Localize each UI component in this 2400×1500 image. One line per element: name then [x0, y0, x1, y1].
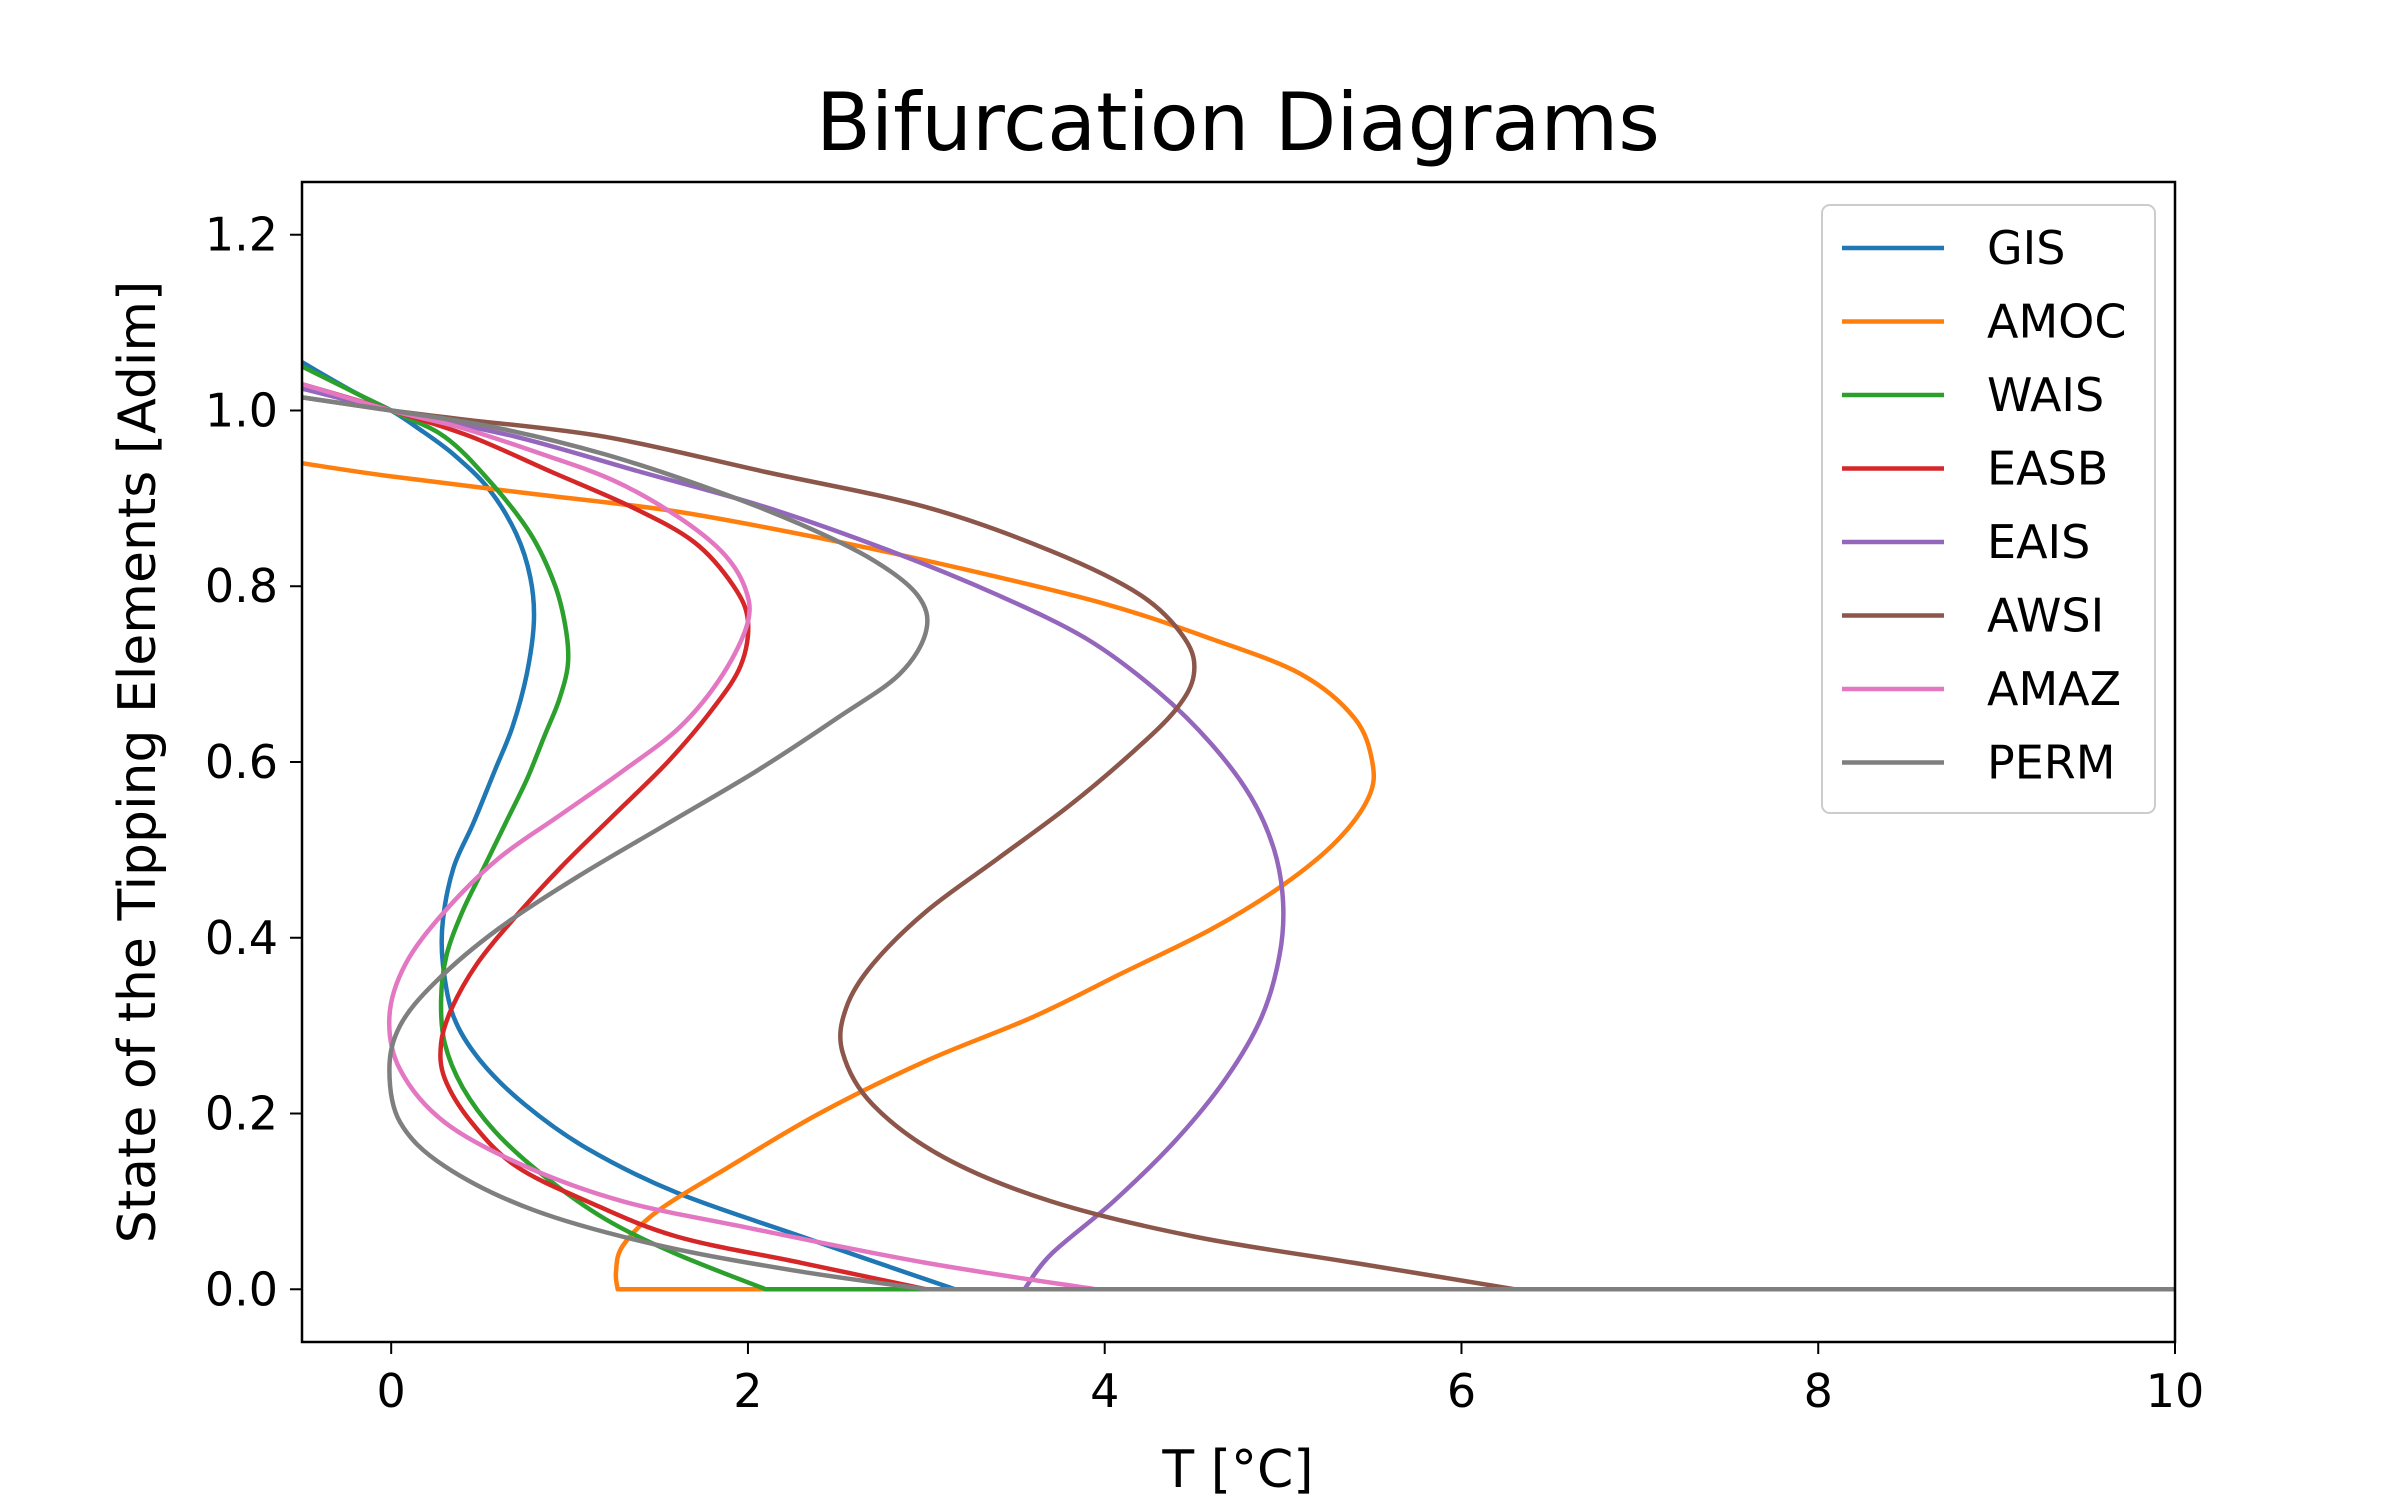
x-tick-label: 0 — [377, 1364, 406, 1418]
legend-label-easb: EASB — [1987, 442, 2108, 496]
legend: GIS AMOC WAIS EASB EAIS AWSI AMAZ PERM — [1821, 204, 2156, 814]
series-line-easb — [302, 381, 2175, 1292]
legend-label-eais: EAIS — [1987, 515, 2090, 569]
y-tick-label: 1.2 — [205, 208, 278, 262]
x-tick-label: 2 — [733, 1364, 762, 1418]
x-tick-label: 8 — [1804, 1364, 1833, 1418]
y-tick-label: 0.2 — [205, 1087, 278, 1141]
series-line-amoc — [302, 460, 2175, 1292]
legend-label-amaz: AMAZ — [1987, 662, 2121, 716]
series-layer — [302, 360, 2175, 1292]
x-tick-label: 10 — [2146, 1364, 2205, 1418]
plot-frame — [300, 180, 2177, 1344]
x-axis-label: T [°C] — [1161, 1440, 1313, 1500]
series-line-perm — [302, 395, 2175, 1292]
series-line-gis — [302, 360, 2175, 1292]
axes-layer: 0 2 4 6 8 10 0.0 0.2 0.4 0.6 0.8 1.0 1.2 — [205, 208, 2204, 1418]
series-line-eais — [302, 386, 2175, 1292]
legend-label-perm: PERM — [1987, 736, 2115, 790]
y-tick-label: 0.4 — [205, 911, 278, 965]
legend-label-awsi: AWSI — [1987, 589, 2104, 643]
x-tick-label: 4 — [1090, 1364, 1119, 1418]
legend-label-gis: GIS — [1987, 221, 2065, 275]
series-line-awsi — [302, 395, 2175, 1292]
legend-box — [1821, 204, 2156, 814]
y-tick-label: 1.0 — [205, 383, 278, 437]
y-tick-label: 0.6 — [205, 735, 278, 789]
y-axis-label: State of the Tipping Elements [Adim] — [108, 281, 168, 1244]
series-line-wais — [302, 364, 2175, 1292]
y-tick-label: 0.8 — [205, 559, 278, 613]
y-tick-label: 0.0 — [205, 1262, 278, 1316]
chart-title: Bifurcation Diagrams — [816, 76, 1660, 169]
legend-label-wais: WAIS — [1987, 368, 2104, 422]
x-tick-label: 6 — [1447, 1364, 1476, 1418]
legend-label-amoc: AMOC — [1987, 295, 2126, 349]
series-line-amaz — [302, 381, 2175, 1292]
